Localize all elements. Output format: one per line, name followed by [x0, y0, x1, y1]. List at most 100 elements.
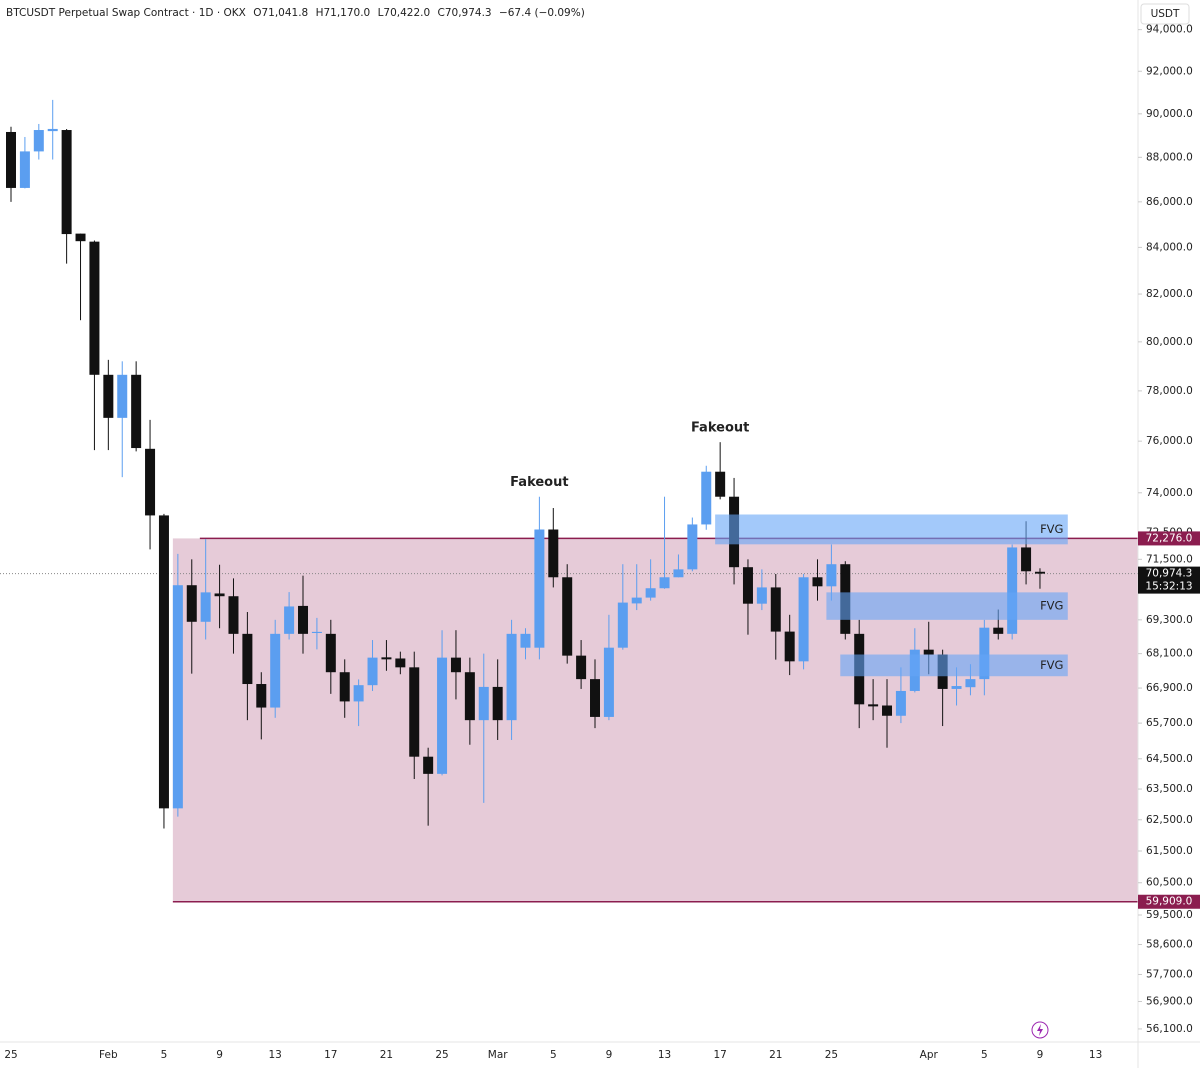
- candle-body: [423, 756, 434, 774]
- x-tick-label: 5: [161, 1049, 168, 1061]
- candle-body: [311, 631, 322, 634]
- candle-body: [979, 627, 990, 680]
- candle-body: [923, 649, 934, 655]
- y-tick-label: 78,000.0: [1146, 385, 1193, 397]
- candle-body: [200, 592, 211, 622]
- annotation: Fakeout: [510, 475, 568, 490]
- range-top-tag: [1138, 531, 1200, 546]
- x-tick-label: 9: [606, 1049, 613, 1061]
- candle-body: [367, 657, 378, 686]
- header-title: BTCUSDT Perpetual Swap Contract · 1D · O…: [6, 7, 246, 19]
- fvg-zone: [826, 592, 1068, 620]
- candle-body: [47, 128, 58, 132]
- range-bottom-tag: [1138, 894, 1200, 909]
- candle-body: [590, 679, 601, 717]
- x-tick-label: 9: [1037, 1049, 1044, 1061]
- y-tick-label: 90,000.0: [1146, 108, 1193, 120]
- candle-body: [770, 587, 781, 632]
- candle-body: [1034, 571, 1045, 574]
- range-bottom-tag-label: 59,909.0: [1146, 896, 1193, 908]
- fvg-zone: [715, 514, 1068, 545]
- x-tick-label: 13: [269, 1049, 282, 1061]
- candle-body: [506, 633, 517, 721]
- y-tick-label: 61,500.0: [1146, 845, 1193, 857]
- alert-icon[interactable]: [1031, 1021, 1049, 1039]
- candle-body: [145, 448, 156, 516]
- y-tick-label: 92,000.0: [1146, 65, 1193, 77]
- candle-body: [284, 606, 295, 634]
- fvg-zone: [840, 654, 1068, 677]
- candle-body: [659, 577, 670, 589]
- x-tick-label: 13: [1089, 1049, 1102, 1061]
- header-change: −67.4 (−0.09%): [499, 7, 585, 19]
- candle-body: [576, 655, 587, 680]
- x-tick-label: 5: [981, 1049, 988, 1061]
- candle-body: [701, 471, 712, 525]
- x-tick-label: 21: [380, 1049, 393, 1061]
- candle-body: [993, 627, 1004, 634]
- x-tick-label: 25: [435, 1049, 448, 1061]
- candle-body: [381, 657, 392, 660]
- x-tick-label: Apr: [920, 1049, 939, 1061]
- fvg-label: FVG: [1040, 599, 1063, 613]
- candle-body: [228, 596, 239, 634]
- candle-body: [603, 647, 614, 717]
- x-tick-label: 17: [324, 1049, 337, 1061]
- y-tick-label: 80,000.0: [1146, 336, 1193, 348]
- x-tick-label: 25: [4, 1049, 17, 1061]
- header-close: C70,974.3: [438, 7, 492, 19]
- candle-body: [395, 658, 406, 668]
- candle-body: [965, 679, 976, 688]
- candle-body: [673, 569, 684, 578]
- candle-body: [464, 672, 475, 721]
- candle-body: [256, 684, 267, 708]
- x-tick-label: 21: [769, 1049, 782, 1061]
- annotation: Fakeout: [691, 421, 749, 436]
- candle-body: [631, 597, 642, 604]
- candle-body: [812, 577, 823, 587]
- y-tick-label: 71,500.0: [1146, 553, 1193, 565]
- x-tick-label: 9: [216, 1049, 223, 1061]
- current-price-tag: [1138, 566, 1200, 594]
- candle-body: [450, 657, 461, 673]
- candle-body: [61, 130, 72, 235]
- y-tick-label: 68,100.0: [1146, 648, 1193, 660]
- candle-body: [798, 577, 809, 662]
- currency-box[interactable]: [1140, 3, 1190, 25]
- candle-body: [882, 705, 893, 716]
- current-price-label: 70,974.3: [1146, 568, 1193, 580]
- y-tick-label: 57,700.0: [1146, 968, 1193, 980]
- candle-body: [756, 587, 767, 604]
- candle-body: [117, 374, 128, 418]
- y-tick-label: 64,500.0: [1146, 753, 1193, 765]
- x-tick-label: Mar: [488, 1049, 508, 1061]
- candle-body: [325, 633, 336, 673]
- candle-body: [1007, 547, 1018, 634]
- header: BTCUSDT Perpetual Swap Contract · 1D · O…: [6, 7, 585, 19]
- candle-body: [6, 131, 16, 188]
- candle-body: [868, 704, 879, 707]
- candle-body: [826, 564, 837, 587]
- candle-body: [242, 633, 253, 685]
- candle-body: [33, 130, 44, 152]
- candle-body: [103, 374, 114, 418]
- x-tick-label: 5: [550, 1049, 557, 1061]
- y-tick-label: 60,500.0: [1146, 877, 1193, 889]
- plot-area: FVG FVG FVG Fakeout Fakeout: [0, 99, 1139, 903]
- header-high: H71,170.0: [316, 7, 371, 19]
- y-tick-label: 59,500.0: [1146, 909, 1193, 921]
- y-tick-label: 94,000.0: [1146, 24, 1193, 36]
- x-tick-label: Feb: [99, 1049, 118, 1061]
- y-tick-label: 63,500.0: [1146, 783, 1193, 795]
- y-tick-label: 82,000.0: [1146, 288, 1193, 300]
- candle-body: [339, 672, 350, 702]
- y-tick-label: 65,700.0: [1146, 717, 1193, 729]
- candle-body: [645, 588, 656, 598]
- candle-body: [131, 374, 142, 449]
- y-tick-label: 88,000.0: [1146, 151, 1193, 163]
- candle-body: [214, 593, 225, 597]
- candle-body: [492, 686, 503, 721]
- y-tick-label: 84,000.0: [1146, 241, 1193, 253]
- candle-body: [478, 686, 489, 721]
